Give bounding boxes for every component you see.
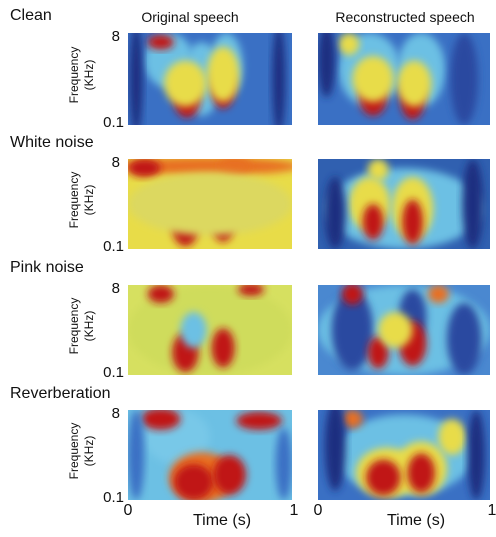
x-tick-label: 1 [290,502,299,519]
spectrogram-blob [468,410,485,500]
y-tick-label: 8 [112,405,120,422]
row-label: Clean [10,7,52,24]
spectrogram-blob [363,204,384,240]
spectrogram-blob [164,61,207,107]
spectrogram-blob [128,173,292,236]
spectrogram-blob [272,24,285,134]
y-axis-label: (KHz) [82,185,96,216]
spectrogram-blob [141,408,180,430]
spectrogram-blob [366,460,400,496]
spectrogram-blob [428,285,449,303]
spectrogram-blob [447,303,481,375]
spectrogram-blob [238,283,264,296]
x-tick-label: 0 [314,502,323,519]
y-tick-label: 0.1 [103,114,124,131]
column-title: Reconstructed speech [335,9,474,25]
figure: Original speech Reconstructed speech Cle… [0,0,496,537]
spectrogram-blob [212,328,235,368]
spectrogram-blob [236,412,282,430]
y-axis-label: Frequency [67,423,81,480]
spectrogram-blob [450,33,478,125]
spectrogram-blob [378,312,412,348]
spectrogram-blob [325,177,346,249]
x-tick-label: 0 [124,502,133,519]
y-tick-label: 0.1 [103,238,124,255]
spectrogram-blob [180,312,206,348]
spectrogram-blob [342,283,363,305]
spectrogram-blob [402,200,423,245]
row-label: Reverberation [10,385,111,402]
spectrogram-blob [276,428,292,500]
spectrogram-blob [128,159,161,177]
spectrogram-blob [207,47,240,102]
spectrogram-blob [438,419,466,455]
spectrogram-blob [407,453,435,493]
spectrogram-blob [352,56,393,102]
spectrogram-blob [148,35,174,50]
y-tick-label: 0.1 [103,364,124,381]
y-axis-label: Frequency [67,172,81,229]
spectrogram-blob [368,159,389,181]
column-title: Original speech [141,9,238,25]
spectrogram-blob [397,61,431,107]
y-tick-label: 8 [112,154,120,171]
row-label: White noise [10,134,94,151]
y-axis-label: (KHz) [82,311,96,342]
spectrogram-blob [148,285,174,303]
spectrogram-blob [339,33,360,55]
y-tick-label: 8 [112,280,120,297]
spectrogram-blob [213,455,246,495]
spectrogram-blob [218,157,251,175]
spectrogram [128,283,292,375]
spectrogram [318,401,490,500]
spectrogram [318,24,490,125]
spectrogram-blob [318,24,335,98]
y-axis-label: Frequency [67,298,81,355]
spectrogram [318,159,490,249]
row-label: Pink noise [10,259,84,276]
spectrogram-blob [174,464,213,500]
spectrogram-blob [128,410,144,500]
spectrogram-blob [325,401,346,491]
spectrogram-blob [130,24,143,134]
y-axis-label: Frequency [67,47,81,104]
y-tick-label: 0.1 [103,489,124,506]
x-axis-label: Time (s) [387,512,445,529]
y-axis-label: (KHz) [82,60,96,91]
spectrogram [128,408,292,502]
spectrogram [128,24,292,134]
spectrogram [318,283,490,375]
x-axis-label: Time (s) [193,512,251,529]
y-axis-label: (KHz) [82,436,96,467]
x-tick-label: 1 [488,502,496,519]
spectrogram [120,157,300,249]
y-tick-label: 8 [112,28,120,45]
spectrogram-blob [342,410,363,428]
spectrogram-blob [462,159,483,249]
